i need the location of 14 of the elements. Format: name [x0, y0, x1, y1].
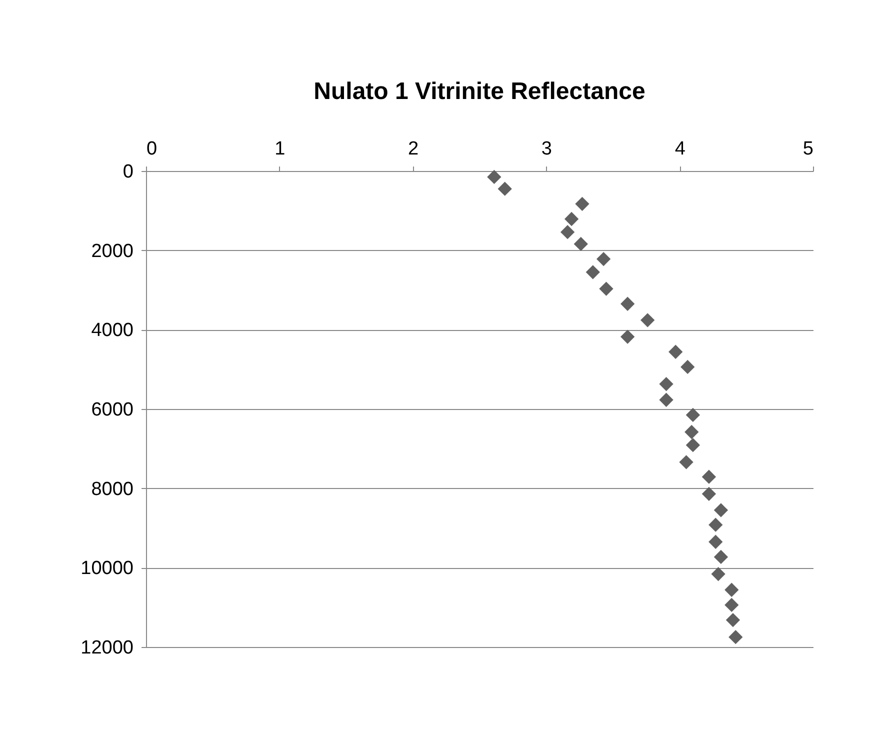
y-tick-label: 12000 — [80, 638, 134, 658]
y-tick-label: 8000 — [91, 478, 134, 500]
y-tick-label: 10000 — [80, 558, 134, 580]
y-tick-label: 4000 — [91, 320, 134, 342]
x-tick-label: 4 — [674, 138, 686, 160]
x-tick-label: 3 — [541, 138, 552, 160]
x-tick-label: 2 — [408, 138, 419, 160]
x-tick-label: 5 — [802, 138, 814, 160]
y-tick-label: 6000 — [91, 400, 134, 420]
x-tick-label: 0 — [146, 138, 158, 160]
x-tick-label: 1 — [274, 138, 286, 160]
y-tick-label: 0 — [122, 162, 134, 182]
y-tick-label: 2000 — [91, 240, 134, 262]
chart-title: Nulato 1 Vitrinite Reflectance — [314, 78, 646, 105]
